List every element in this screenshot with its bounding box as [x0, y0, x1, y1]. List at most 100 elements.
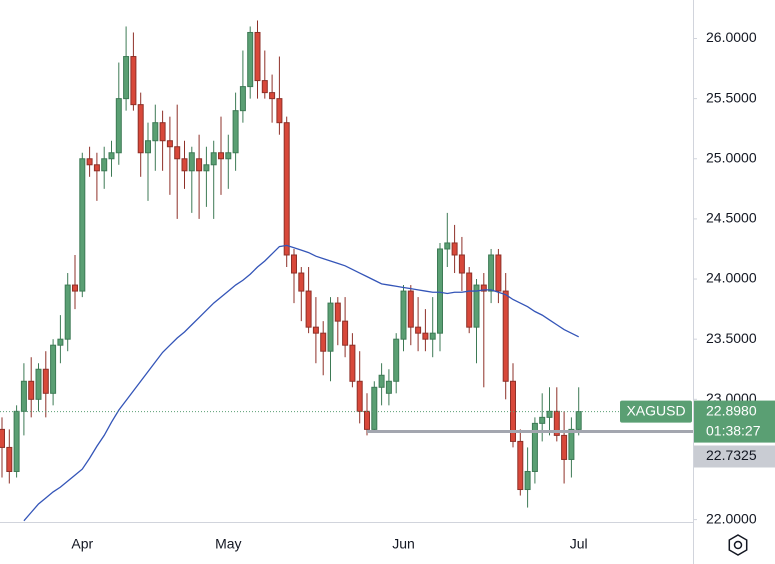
candle-body: [20, 380, 27, 412]
symbol-label: XAGUSD: [626, 402, 685, 418]
candle-body: [437, 248, 443, 334]
moving-average: [23, 244, 579, 522]
x-tick-label: Jul: [570, 536, 588, 552]
settings-icon-center[interactable]: [733, 540, 743, 550]
candle-body: [378, 374, 385, 388]
candle-body: [210, 152, 217, 166]
y-tick-label: 25.0000: [706, 149, 757, 165]
last-price-label: 22.8980: [706, 402, 757, 418]
candle-body: [261, 80, 268, 94]
candle-body: [196, 158, 203, 172]
candle-body: [159, 122, 166, 142]
y-tick-label: 26.0000: [706, 29, 757, 45]
x-tick-label: May: [215, 536, 241, 552]
candle-body: [422, 332, 429, 340]
candle-body: [539, 416, 546, 424]
candle-body: [444, 242, 451, 250]
candle-body: [312, 326, 319, 334]
candle-body: [546, 410, 553, 418]
y-tick-label: 25.5000: [706, 89, 757, 105]
candle-body: [181, 158, 188, 172]
level-label: 22.7325: [706, 447, 757, 463]
candle-body: [400, 290, 407, 340]
candle-body: [524, 470, 531, 491]
candle-body: [232, 110, 239, 154]
candle-body: [108, 152, 115, 160]
candle-body: [451, 242, 458, 256]
candle-body: [327, 302, 334, 352]
candle-body: [166, 140, 173, 148]
candle-body: [225, 152, 232, 160]
candle-body: [364, 410, 370, 430]
candle-body: [385, 380, 392, 394]
candle-body: [320, 332, 327, 352]
plot-area: [0, 20, 693, 522]
x-tick-label: Apr: [71, 536, 93, 552]
price-axis: 22.000022.500023.000023.500024.000024.50…: [693, 29, 757, 526]
candle-body: [86, 158, 93, 166]
candle-body: [429, 332, 436, 340]
candle-body: [101, 158, 108, 172]
candle-body: [239, 86, 246, 112]
candle-body: [495, 254, 502, 292]
level-box: [694, 445, 775, 468]
candle-body: [415, 326, 422, 334]
candle-body: [342, 320, 349, 346]
candle-body: [0, 428, 5, 448]
candle-body: [152, 122, 159, 142]
y-tick-label: 23.5000: [706, 330, 757, 346]
candle-body: [79, 158, 86, 292]
candle-body: [188, 152, 195, 172]
candle-body: [458, 254, 465, 274]
candle-body: [575, 411, 582, 430]
candle-body: [64, 284, 71, 340]
candle-body: [6, 446, 13, 472]
candle-body: [480, 284, 487, 292]
candle-body: [50, 344, 57, 394]
countdown-label: 01:38:27: [706, 422, 761, 438]
candle-body: [561, 434, 568, 460]
candle-body: [473, 284, 480, 328]
candle-body: [349, 344, 356, 382]
candle-body: [145, 140, 151, 154]
candle-body: [93, 164, 100, 172]
candle-body: [488, 254, 495, 292]
candle-body: [203, 164, 210, 172]
symbol-tag: [620, 400, 692, 423]
candle-body: [28, 380, 35, 400]
candle-body: [531, 422, 538, 472]
x-tick-label: Jun: [392, 536, 415, 552]
candle-body: [218, 152, 224, 160]
candle-body: [283, 122, 290, 256]
candle-body: [466, 272, 473, 328]
price-labels: XAGUSD 22.8980 01:38:27 22.7325: [620, 400, 775, 468]
candle-body: [137, 104, 144, 154]
candle-body: [502, 290, 509, 382]
candle-body: [356, 380, 363, 412]
candle-body: [72, 284, 78, 292]
settings-icon[interactable]: [728, 534, 748, 556]
y-tick-label: 22.0000: [706, 510, 757, 526]
last-price-box: [694, 400, 775, 443]
y-tick-label: 24.0000: [706, 270, 757, 286]
candle-body: [407, 290, 414, 328]
settings-button[interactable]: [728, 534, 748, 556]
candle-body: [115, 98, 122, 154]
candle-body: [553, 410, 560, 436]
candle-body: [305, 290, 312, 328]
candle-body: [291, 254, 297, 274]
candle-body: [298, 272, 305, 292]
candle-body: [247, 31, 254, 88]
candle-body: [35, 368, 42, 400]
candle-body: [276, 98, 283, 124]
candle-body: [57, 338, 64, 346]
candle-body: [334, 302, 341, 322]
candle-body: [393, 338, 400, 382]
candle-body: [568, 428, 575, 460]
candle-body: [174, 146, 181, 160]
candle-body: [517, 440, 524, 491]
candle-body: [130, 56, 137, 106]
candle-body: [269, 92, 276, 100]
candle-body: [13, 410, 20, 472]
